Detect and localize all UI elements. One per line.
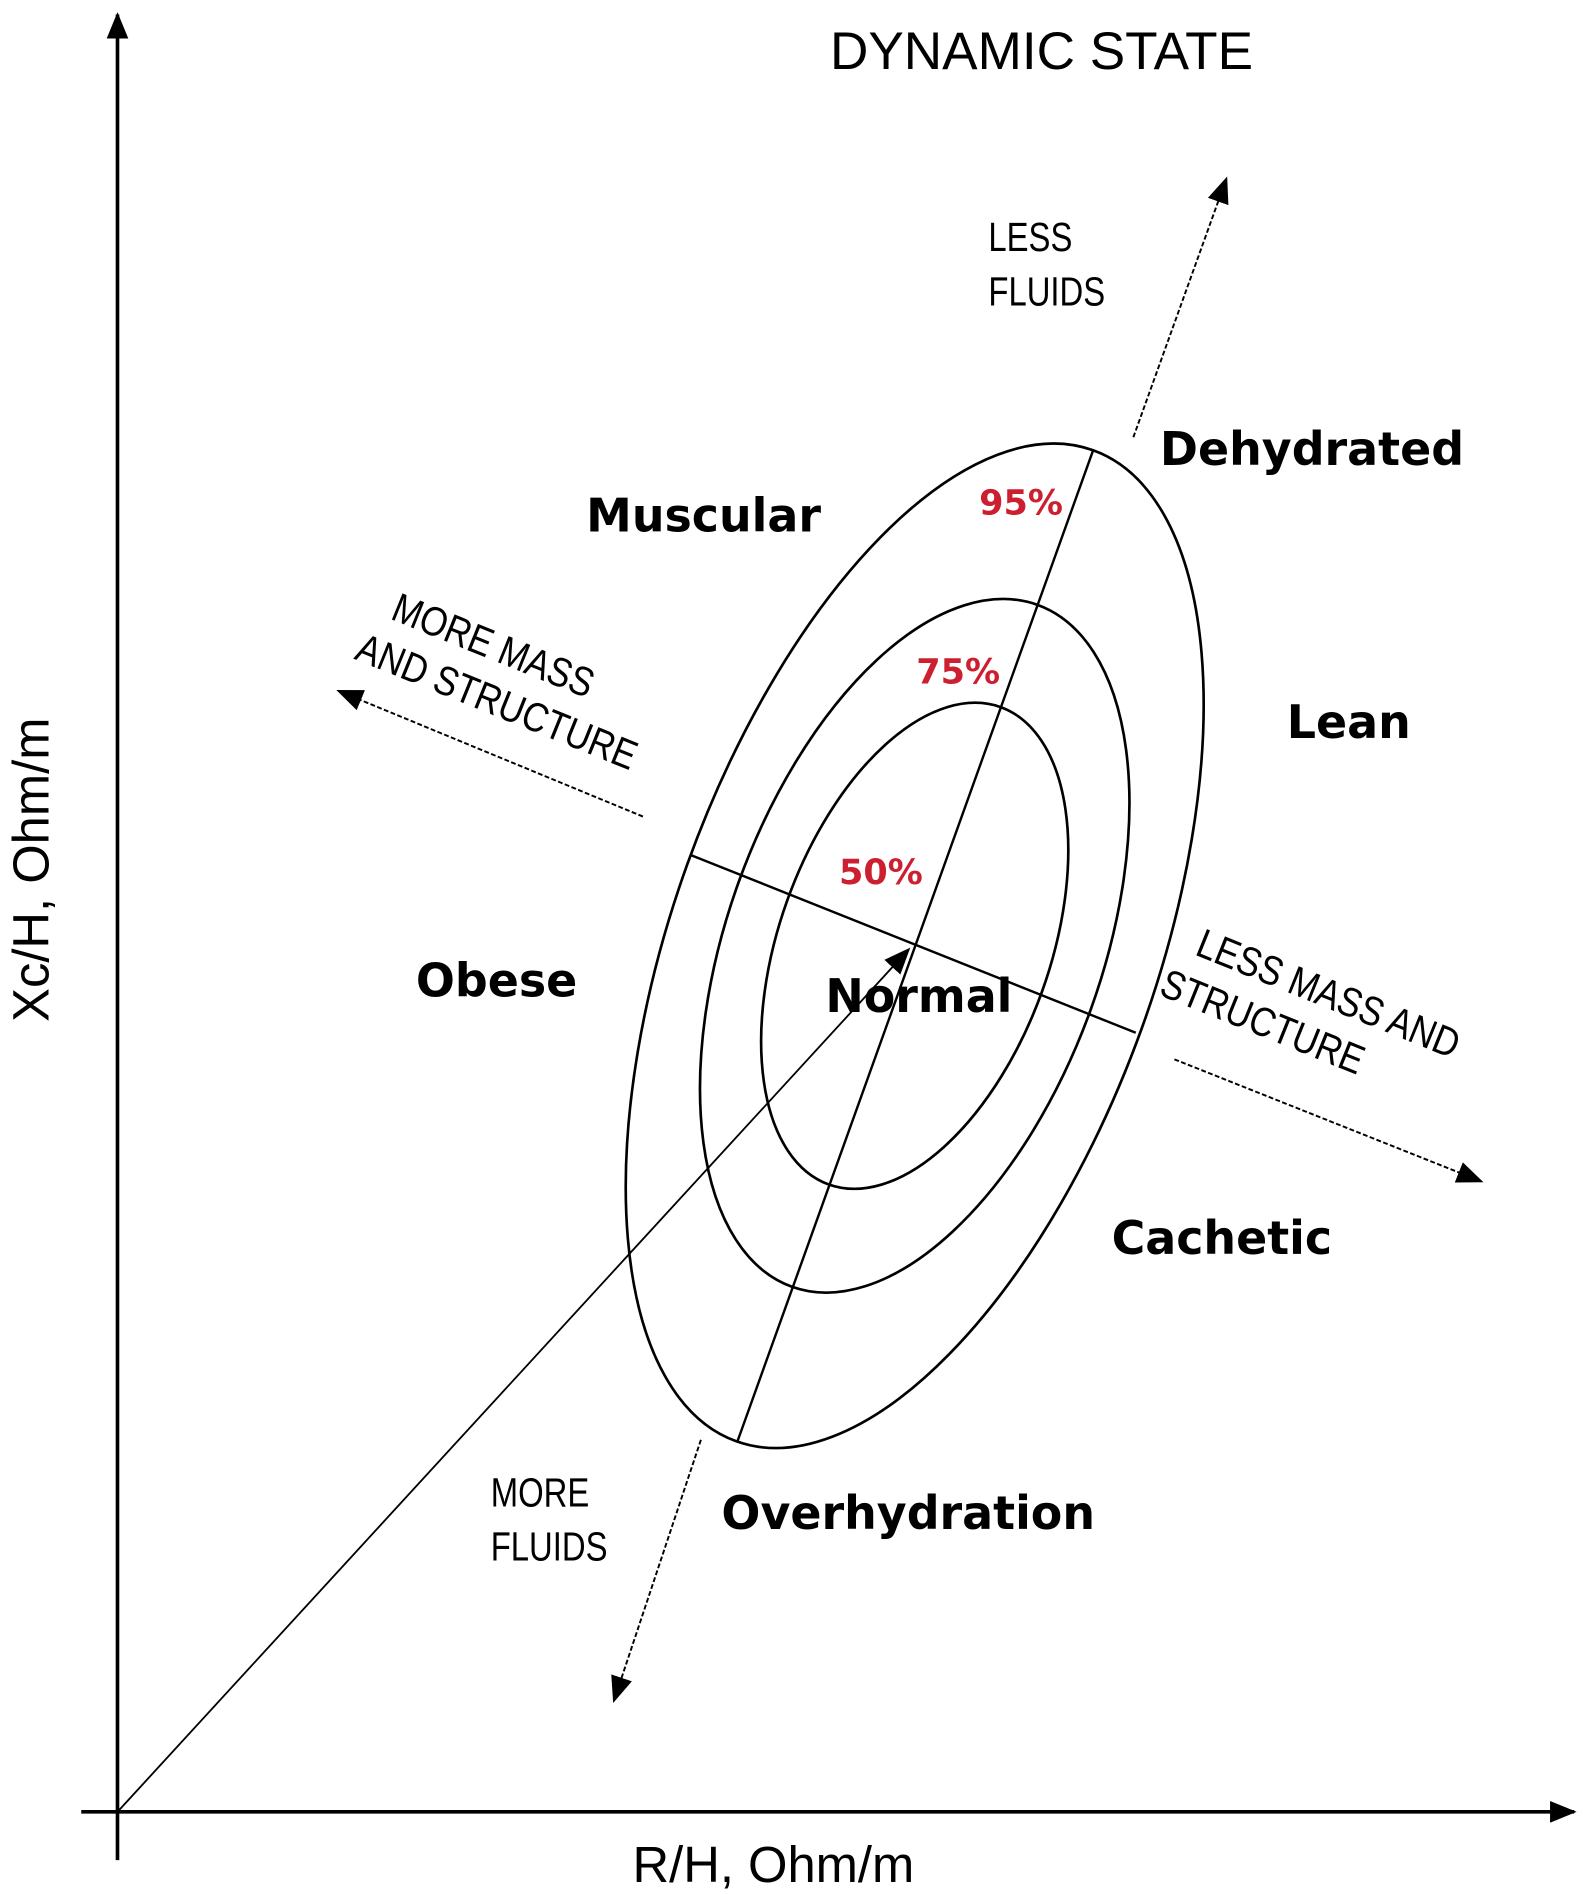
region-dehydrated: Dehydrated	[1160, 422, 1464, 476]
less-fluids-line-2: FLUIDS	[988, 268, 1105, 314]
less-fluids-label: LESS FLUIDS	[988, 214, 1105, 315]
more-fluids-line-2: FLUIDS	[491, 1523, 608, 1569]
region-normal: Normal	[825, 969, 1012, 1023]
region-muscular: Muscular	[586, 488, 821, 542]
more-fluids-arrow	[611, 1439, 702, 1704]
diagram-title: DYNAMIC STATE	[830, 22, 1253, 81]
x-axis-label: R/H, Ohm/m	[632, 1836, 914, 1893]
y-axis-label: Xc/H, Ohm/m	[3, 718, 60, 1022]
less-fluids-arrow	[1132, 176, 1229, 438]
impedance-vector	[116, 947, 911, 1813]
region-overhydration: Overhydration	[721, 1486, 1095, 1540]
ellipse-label-50: 50%	[839, 852, 923, 893]
less-fluids-line-1: LESS	[988, 214, 1072, 260]
ellipse-label-95: 95%	[979, 483, 1063, 524]
more-fluids-line-1: MORE	[491, 1469, 590, 1515]
more-fluids-label: MORE FLUIDS	[491, 1469, 608, 1570]
region-cachetic: Cachetic	[1112, 1211, 1333, 1265]
less-mass-arrow	[1174, 1058, 1484, 1183]
region-obese: Obese	[416, 954, 577, 1008]
region-lean: Lean	[1287, 695, 1411, 749]
more-mass-label: MORE MASS AND STRUCTURE	[349, 579, 662, 780]
ellipse-label-75: 75%	[916, 652, 1000, 693]
more-mass-arrow	[336, 690, 644, 818]
less-mass-label: LESS MASS AND STRUCTURE	[1154, 914, 1475, 1118]
minor-axis-line	[690, 854, 1137, 1034]
